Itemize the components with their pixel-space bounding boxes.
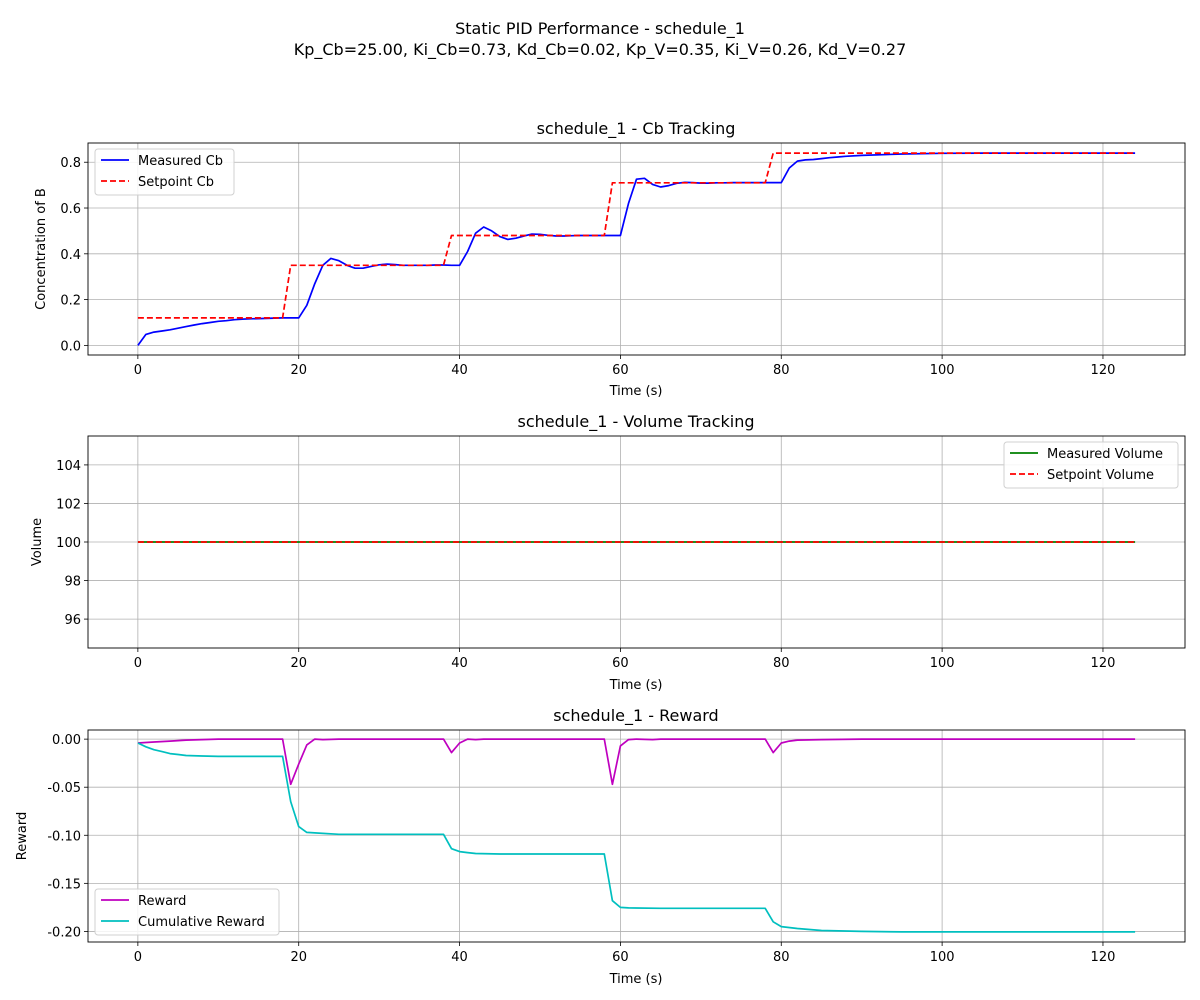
x-tick-label: 20 — [290, 363, 307, 378]
x-axis-label: Time (s) — [609, 678, 663, 693]
x-tick-label: 20 — [290, 656, 307, 671]
x-tick-label: 80 — [773, 363, 790, 378]
panel-title: schedule_1 - Volume Tracking — [517, 412, 754, 432]
series-line-0 — [137, 738, 1136, 786]
y-tick-label: -0.20 — [47, 925, 81, 940]
x-tick-label: 60 — [612, 656, 629, 671]
y-axis-label: Reward — [15, 812, 30, 860]
y-tick-label: 104 — [56, 459, 81, 474]
legend-entry: Setpoint Cb — [138, 175, 214, 190]
legend-entry: Setpoint Volume — [1047, 468, 1154, 483]
panel-reward: schedule_1 - Reward Time (s) Reward 0 20 4… — [15, 706, 1186, 987]
series-line-1 — [137, 742, 1136, 933]
x-tick-label: 40 — [451, 656, 468, 671]
x-tick-label: 120 — [1091, 656, 1116, 671]
suptitle-line1: Static PID Performance - schedule_1 — [455, 19, 745, 39]
legend-entry: Measured Cb — [138, 154, 223, 169]
panel-title: schedule_1 - Reward — [553, 706, 718, 726]
legend-entry: Measured Volume — [1047, 447, 1163, 462]
x-tick-label: 60 — [612, 363, 629, 378]
x-tick-label: 60 — [612, 950, 629, 965]
x-axis-label: Time (s) — [609, 972, 663, 987]
legend-box — [1003, 441, 1179, 489]
x-tick-label: 80 — [773, 656, 790, 671]
suptitle-line2: Kp_Cb=25.00, Ki_Cb=0.73, Kd_Cb=0.02, Kp_… — [294, 40, 907, 60]
series-line-1 — [137, 152, 1136, 319]
y-tick-label: 0.2 — [60, 294, 81, 309]
panel-title: schedule_1 - Cb Tracking — [537, 119, 736, 139]
y-tick-label: -0.10 — [47, 829, 81, 844]
x-tick-label: 100 — [930, 656, 955, 671]
axes-frame — [87, 729, 1186, 943]
y-tick-label: 96 — [64, 613, 81, 628]
x-tick-label: 120 — [1091, 950, 1116, 965]
y-tick-label: 0.4 — [60, 248, 81, 263]
panel-volume-tracking: schedule_1 - Volume Tracking Time (s) Vo… — [30, 412, 1186, 693]
x-tick-label: 20 — [290, 950, 307, 965]
x-tick-label: 0 — [134, 950, 142, 965]
x-tick-label: 0 — [134, 363, 142, 378]
y-axis-label: Concentration of B — [34, 188, 49, 310]
legend-box — [94, 148, 235, 196]
x-tick-label: 100 — [930, 363, 955, 378]
x-tick-label: 40 — [451, 950, 468, 965]
y-tick-label: -0.15 — [47, 877, 81, 892]
x-axis-label: Time (s) — [609, 384, 663, 399]
y-tick-label: 0.00 — [52, 733, 81, 748]
y-tick-label: 0.6 — [60, 202, 81, 217]
panel-cb-tracking: schedule_1 - Cb Tracking Time (s) Concen… — [34, 119, 1186, 399]
legend-box — [94, 888, 280, 936]
x-tick-label: 0 — [134, 656, 142, 671]
legend-entry: Cumulative Reward — [138, 915, 265, 930]
x-tick-label: 40 — [451, 363, 468, 378]
y-tick-label: 0.0 — [60, 339, 81, 354]
x-tick-label: 100 — [930, 950, 955, 965]
x-tick-label: 80 — [773, 950, 790, 965]
y-tick-label: 102 — [56, 497, 81, 512]
y-tick-label: 98 — [64, 575, 81, 590]
y-tick-label: 100 — [56, 536, 81, 551]
axes-frame — [87, 142, 1186, 356]
x-tick-label: 120 — [1091, 363, 1116, 378]
y-tick-label: 0.8 — [60, 156, 81, 171]
y-axis-label: Volume — [30, 518, 45, 566]
legend-entry: Reward — [138, 894, 186, 909]
y-tick-label: -0.05 — [47, 781, 81, 796]
